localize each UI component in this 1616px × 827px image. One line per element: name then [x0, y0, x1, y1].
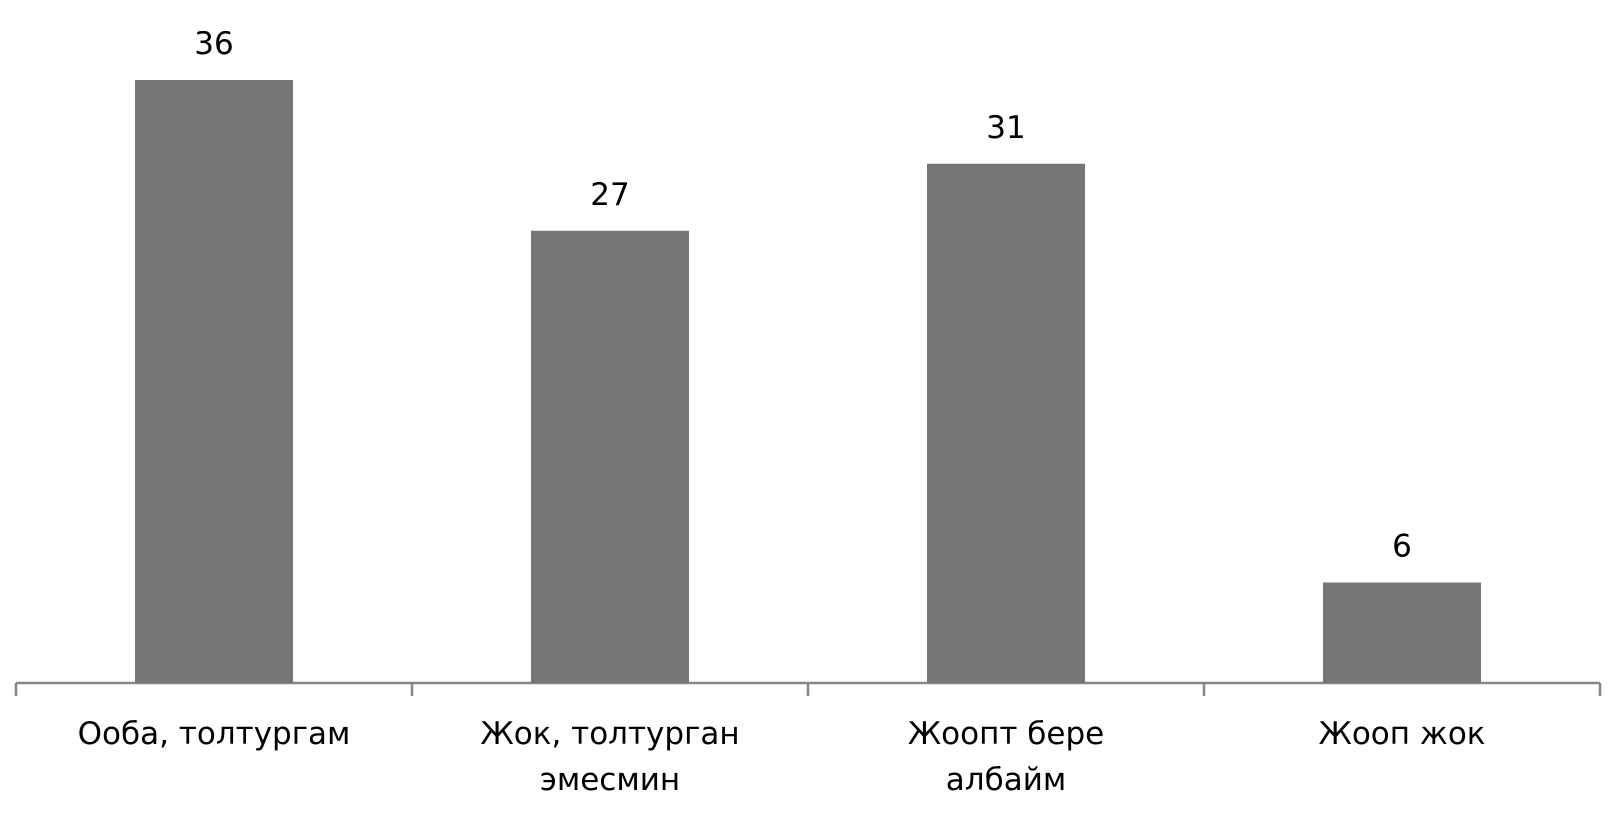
x-tick-label: Жоопт бере албайм: [907, 716, 1105, 798]
bar: [531, 230, 689, 683]
x-tick-label: Жооп жок: [1318, 716, 1486, 752]
value-label: 31: [986, 110, 1025, 146]
bar: [1323, 582, 1481, 683]
bar: [927, 163, 1085, 683]
x-tick-label: Жок, толтурган эмесмин: [480, 716, 740, 798]
bar: [135, 80, 293, 683]
value-label: 36: [194, 26, 233, 62]
value-label: 27: [590, 177, 629, 213]
x-tick-label: Ооба, толтургам: [77, 716, 351, 752]
value-label: 6: [1392, 529, 1412, 565]
